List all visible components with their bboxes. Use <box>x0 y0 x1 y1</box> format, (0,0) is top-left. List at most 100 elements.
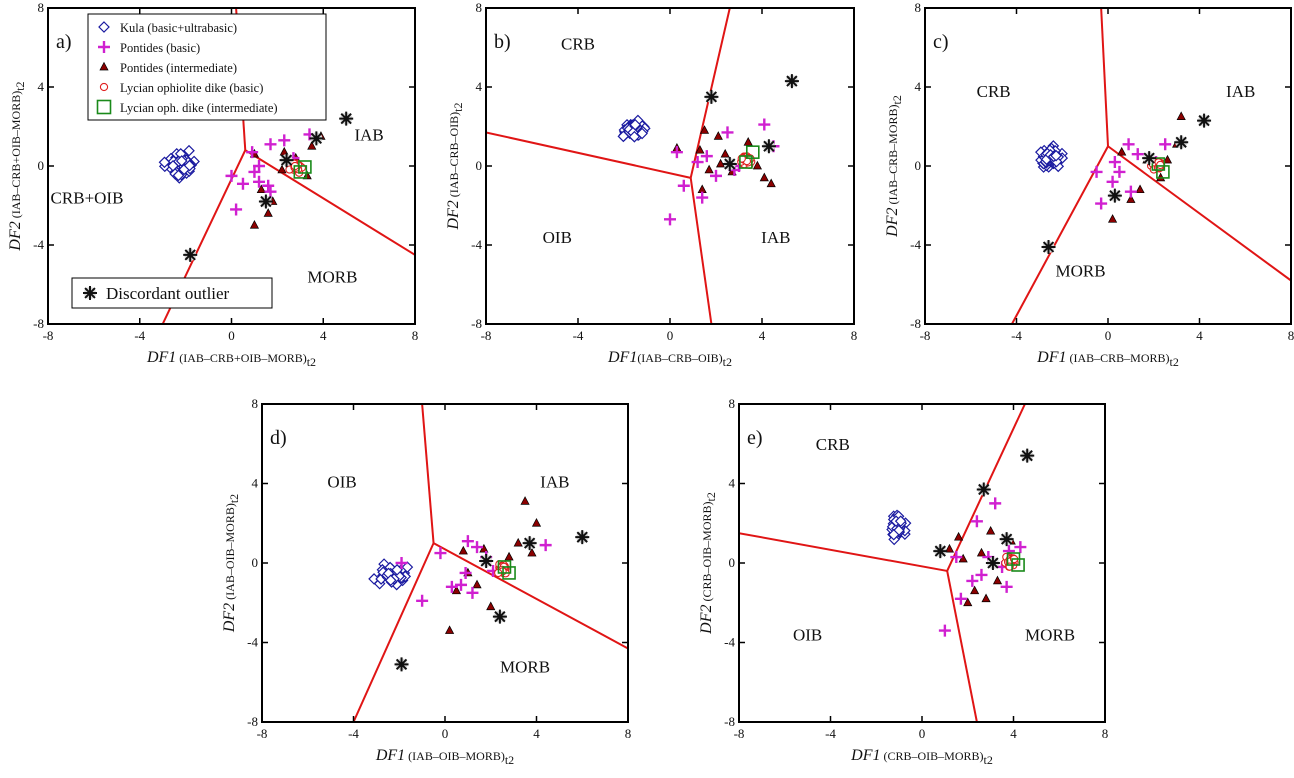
pontides-intermediate-marker <box>486 601 496 611</box>
region-label: CRB <box>561 35 595 54</box>
x-tick-label: 0 <box>919 726 926 741</box>
x-axis-label: DF1 (CRB–OIB–MORB)t2 <box>850 747 993 767</box>
legend-label: Pontides (basic) <box>120 41 200 55</box>
region-label: MORB <box>500 657 550 676</box>
outlier-marker <box>183 247 198 262</box>
region-label: MORB <box>1056 262 1106 281</box>
outlier-marker <box>722 157 737 172</box>
pontides-intermediate-marker <box>695 144 705 154</box>
outlier-marker <box>522 536 537 551</box>
panel-label: c) <box>933 31 949 53</box>
region-label: MORB <box>307 268 357 287</box>
pontides-intermediate-marker <box>1162 154 1173 164</box>
outlier-marker <box>575 530 590 545</box>
y-tick-label: 4 <box>729 476 736 491</box>
pontides-intermediate-marker <box>302 170 312 180</box>
pontides-basic-marker <box>696 191 709 204</box>
outlier-marker <box>761 139 776 154</box>
pontides-basic-marker <box>471 541 484 554</box>
plot-area <box>486 8 799 324</box>
pontides-basic-marker <box>98 41 110 53</box>
kula-marker <box>172 169 185 182</box>
legend-entry: Pontides (intermediate) <box>99 61 237 75</box>
pontides-basic-marker <box>664 213 676 226</box>
x-tick-label: 0 <box>1105 328 1112 343</box>
kula-marker <box>617 130 630 143</box>
pontides-intermediate-marker <box>249 220 260 229</box>
outlier-marker <box>1142 151 1157 166</box>
y-axis-label: DF2 (IAB–CRB–MORB)t2 <box>884 95 904 238</box>
kula-marker <box>628 130 641 143</box>
y-axis-label: DF2 (IAB–CRB+OIB–MORB)t2 <box>7 81 27 251</box>
pontides-intermediate-marker <box>986 525 996 535</box>
x-tick-label: 8 <box>1102 726 1109 741</box>
pontides-intermediate-marker <box>513 537 523 547</box>
pontides-basic-marker <box>1106 175 1119 188</box>
lycian-intermediate-marker <box>1156 165 1170 179</box>
pontides-basic-marker <box>1095 197 1108 210</box>
pontides-intermediate-marker <box>458 545 468 555</box>
outlier-marker <box>1197 113 1212 128</box>
legend-label: Lycian ophiolite dike (basic) <box>120 81 263 95</box>
x-tick-label: -8 <box>920 328 931 343</box>
pontides-basic-marker <box>230 203 243 216</box>
legend-entry: Kula (basic+ultrabasic) <box>98 21 237 35</box>
lycian-intermediate-marker <box>298 160 312 174</box>
x-tick-label: 8 <box>851 328 858 343</box>
outlier-marker <box>309 131 324 146</box>
outlier-marker <box>999 532 1014 547</box>
region-label: CRB+OIB <box>51 189 124 208</box>
field-boundary-line <box>946 570 978 722</box>
pontides-basic-marker <box>225 169 238 182</box>
lycian-intermediate-marker <box>739 155 753 169</box>
y-tick-label: 0 <box>915 158 922 173</box>
pontides-intermediate-marker <box>472 579 482 589</box>
y-axis-label: DF2 (IAB–CRB–OIB)t2 <box>445 102 465 230</box>
panel-a: CRB+OIB IAB MORB -8 -4 0 4 8 -8 -4 0 4 8 a) DF1 (IAB–C… <box>7 0 418 369</box>
kula-marker <box>894 515 907 528</box>
pontides-intermediate-marker <box>444 625 455 634</box>
pontides-intermediate-marker <box>743 137 753 146</box>
legend-label: Pontides (intermediate) <box>120 61 237 75</box>
field-boundary-line <box>739 532 948 572</box>
field-boundary-line <box>244 149 415 256</box>
region-label: CRB <box>816 435 850 454</box>
pontides-basic-marker <box>459 566 472 579</box>
x-tick-label: -8 <box>43 328 54 343</box>
pontides-intermediate-marker <box>531 518 542 527</box>
y-tick-label: -8 <box>247 714 258 729</box>
pontides-basic-marker <box>989 497 1002 510</box>
y-tick-label: 0 <box>38 158 45 173</box>
lycian-intermediate-marker <box>745 145 760 159</box>
pontides-intermediate-marker <box>1156 172 1166 182</box>
pontides-intermediate-marker <box>277 164 287 174</box>
y-axis-label: DF2 (CRB–OIB–MORB)t2 <box>698 492 718 635</box>
x-tick-label: 0 <box>667 328 674 343</box>
pontides-basic-marker <box>248 165 261 178</box>
y-tick-label: -4 <box>910 237 921 252</box>
pontides-intermediate-marker <box>1135 184 1145 194</box>
y-axis-label: DF2 (IAB–OIB–MORB)t2 <box>221 494 241 633</box>
region-label: IAB <box>761 228 790 247</box>
plot-frame <box>261 403 629 723</box>
pontides-intermediate-marker <box>759 172 769 182</box>
x-tick-label: 4 <box>533 726 540 741</box>
plot-area <box>1011 8 1291 324</box>
panel-c: CRB IAB MORB -8 -4 0 4 8 -8 -4 0 4 8 c) DF1 (IAB–CRB–M… <box>884 0 1294 369</box>
x-tick-label: 0 <box>228 328 235 343</box>
outlier-marker <box>985 556 1000 570</box>
pontides-basic-marker <box>721 126 734 139</box>
outlier-marker <box>704 89 719 104</box>
field-boundary-line <box>421 404 435 544</box>
pontides-intermediate-marker <box>752 160 762 170</box>
region-label: IAB <box>354 125 383 144</box>
y-tick-label: -4 <box>471 237 482 252</box>
outlier-legend-label: Discordant outlier <box>106 284 230 303</box>
pontides-intermediate-marker <box>766 178 776 188</box>
legend-label: Kula (basic+ultrabasic) <box>120 21 237 35</box>
y-tick-label: 8 <box>729 396 736 411</box>
x-tick-label: -4 <box>134 328 145 343</box>
field-boundary-line <box>433 542 628 650</box>
field-boundary-line <box>486 131 691 179</box>
